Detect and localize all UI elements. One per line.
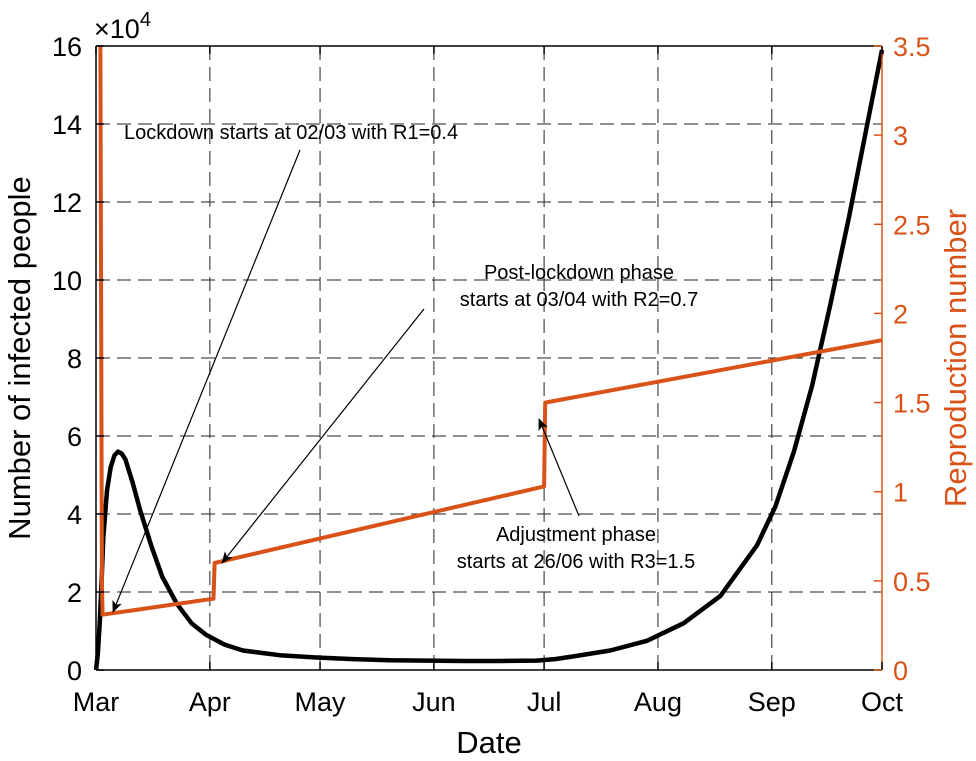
y-right-tick-label: 1 [893,478,908,508]
y-right-tick-label: 0 [893,656,908,686]
y-axis-title-right: Reproduction number [938,209,973,507]
y-right-tick-label: 1.5 [893,389,931,419]
y-left-tick-label: 6 [67,422,82,452]
annotation-text: Adjustment phase [496,524,656,546]
x-tick-label: Aug [634,687,682,717]
annotation-text: Post-lockdown phase [484,262,674,284]
y-exponent-label: ×104 [94,9,151,44]
x-tick-label: Apr [189,687,231,717]
x-tick-label: Sep [748,687,796,717]
y-right-tick-label: 0.5 [893,567,931,597]
y-left-tick-label: 10 [52,266,82,296]
y-left-tick-label: 8 [67,344,82,374]
reproduction-number-line [98,45,883,617]
annotation-arrow [221,308,425,564]
y-right-tick-label: 3.5 [893,32,931,62]
y-right-tick-label: 2.5 [893,210,931,240]
annotation-arrow [538,418,580,517]
y-left-tick-label: 14 [52,110,82,140]
series-layer [93,45,885,671]
annotations: Lockdown starts at 02/03 with R1=0.4 Post… [112,122,698,613]
ticks: Mar Apr May Jun Jul Aug Sep Oct024681012141600.… [52,32,931,717]
annotation-text: starts at 03/04 with R2=0.7 [460,289,698,311]
y-axis-title-left: Number of infected people [2,176,37,540]
x-tick-label: May [295,687,347,717]
grid [96,46,882,670]
x-tick-label: Oct [861,687,904,717]
y-left-tick-label: 0 [67,656,82,686]
x-tick-label: Mar [73,687,120,717]
annotation-arrow [112,149,301,613]
y-left-tick-label: 16 [52,32,82,62]
x-tick-label: Jul [527,687,562,717]
y-right-tick-label: 3 [893,121,908,151]
y-left-tick-label: 4 [67,500,82,530]
x-axis-title: Date [456,725,521,760]
infected-people-line [93,49,885,671]
y-left-tick-label: 12 [52,188,82,218]
annotation-text: Lockdown starts at 02/03 with R1=0.4 [124,122,458,144]
axes [95,45,883,671]
annotation-text: starts at 26/06 with R3=1.5 [457,551,695,573]
y-right-tick-label: 2 [893,299,908,329]
y-left-tick-label: 2 [67,578,82,608]
x-tick-label: Jun [412,687,456,717]
